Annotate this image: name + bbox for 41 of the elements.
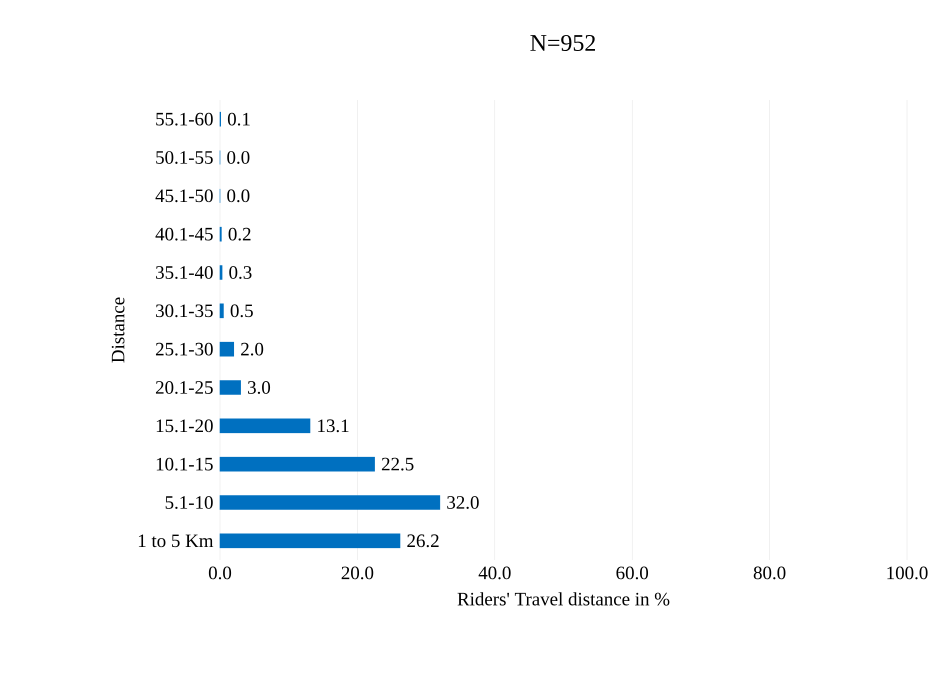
x-tick-label: 40.0 — [478, 566, 511, 580]
y-tick-label: 50.1-55 — [156, 151, 213, 164]
x-tick-label: 60.0 — [616, 566, 648, 580]
y-tick-label: 1 to 5 Km — [138, 534, 214, 548]
y-tick-label: 15.1-20 — [156, 419, 213, 432]
data-label: 0.0 — [227, 189, 250, 202]
chart-title: N=952 — [530, 34, 595, 52]
bar — [220, 265, 222, 280]
data-label: 26.2 — [407, 534, 439, 548]
data-label: 0.1 — [228, 112, 250, 126]
x-tick-label: 20.0 — [342, 566, 374, 580]
bar — [220, 456, 375, 472]
y-tick-label: 5.1-10 — [166, 496, 213, 509]
y-tick-label: 45.1-50 — [156, 189, 213, 202]
x-axis-title: Riders' Travel distance in % — [458, 592, 670, 606]
bar — [220, 342, 234, 356]
data-label: 0.0 — [227, 151, 250, 164]
bar — [220, 304, 224, 318]
y-tick-label: 35.1-40 — [156, 266, 213, 279]
data-label: 2.0 — [241, 342, 264, 356]
data-label: 32.0 — [447, 496, 479, 509]
data-label: 0.2 — [228, 228, 250, 241]
bar — [220, 418, 310, 434]
bar — [220, 534, 400, 548]
x-tick-label: 80.0 — [754, 566, 786, 580]
y-tick-label: 55.1-60 — [156, 112, 213, 126]
y-tick-label: 10.1-15 — [156, 458, 213, 471]
x-tick-label: 100.0 — [887, 566, 928, 580]
bar — [220, 495, 440, 510]
x-tick-label: 0.0 — [208, 566, 232, 580]
data-label: 22.5 — [382, 458, 414, 471]
data-label: 0.3 — [229, 266, 252, 279]
y-tick-label: 25.1-30 — [156, 342, 213, 356]
bar — [220, 380, 241, 395]
y-tick-label: 30.1-35 — [156, 304, 213, 318]
y-tick-label: 20.1-25 — [156, 381, 213, 394]
data-label: 13.1 — [318, 419, 348, 432]
y-axis-title: Distance — [112, 298, 124, 363]
data-label: 0.5 — [230, 304, 253, 318]
data-label: 3.0 — [248, 381, 270, 394]
y-tick-label: 40.1-45 — [156, 228, 213, 241]
